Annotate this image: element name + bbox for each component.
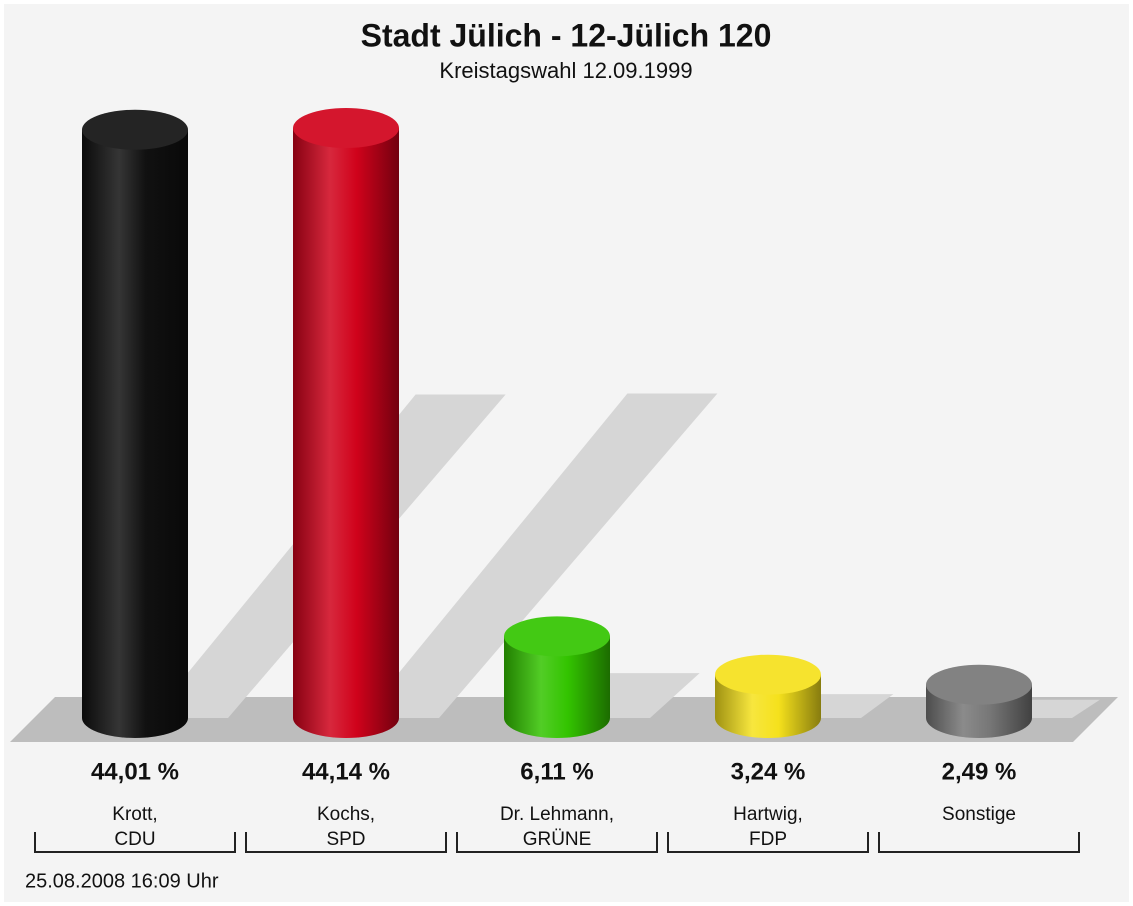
value-label: 44,14 % bbox=[302, 758, 390, 785]
value-label: 44,01 % bbox=[91, 758, 179, 785]
chart-subtitle: Kreistagswahl 12.09.1999 bbox=[439, 58, 692, 83]
category-label: Kochs, bbox=[317, 804, 375, 825]
bar-top bbox=[926, 664, 1032, 705]
value-label: 3,24 % bbox=[731, 758, 806, 785]
bar-top bbox=[293, 108, 399, 148]
category-bracket bbox=[245, 832, 447, 853]
category-label: FDP bbox=[749, 829, 787, 850]
category-bracket bbox=[667, 832, 869, 853]
category-label: Krott, bbox=[112, 804, 157, 825]
value-label: 2,49 % bbox=[942, 758, 1017, 785]
bar-top bbox=[82, 109, 188, 150]
category-bracket bbox=[878, 832, 1080, 853]
category-bracket bbox=[456, 832, 658, 853]
category-label: SPD bbox=[326, 829, 365, 850]
category-label: Sonstige bbox=[942, 804, 1016, 825]
bar-top bbox=[504, 616, 610, 657]
category-label: GRÜNE bbox=[523, 829, 592, 850]
bar bbox=[293, 128, 399, 738]
value-label: 6,11 % bbox=[520, 758, 593, 785]
background bbox=[4, 4, 1129, 902]
chart-title: Stadt Jülich - 12-Jülich 120 bbox=[361, 17, 772, 53]
footer: 25.08.2008 16:09 Uhr bbox=[25, 870, 219, 892]
category-bracket bbox=[34, 832, 236, 853]
bar-top bbox=[715, 654, 821, 695]
category-label: CDU bbox=[114, 829, 155, 850]
bar bbox=[504, 636, 610, 738]
bar bbox=[82, 129, 188, 738]
bar-shadow bbox=[361, 393, 718, 718]
category-label: Dr. Lehmann, bbox=[500, 804, 614, 825]
category-label: Hartwig, bbox=[733, 804, 803, 825]
